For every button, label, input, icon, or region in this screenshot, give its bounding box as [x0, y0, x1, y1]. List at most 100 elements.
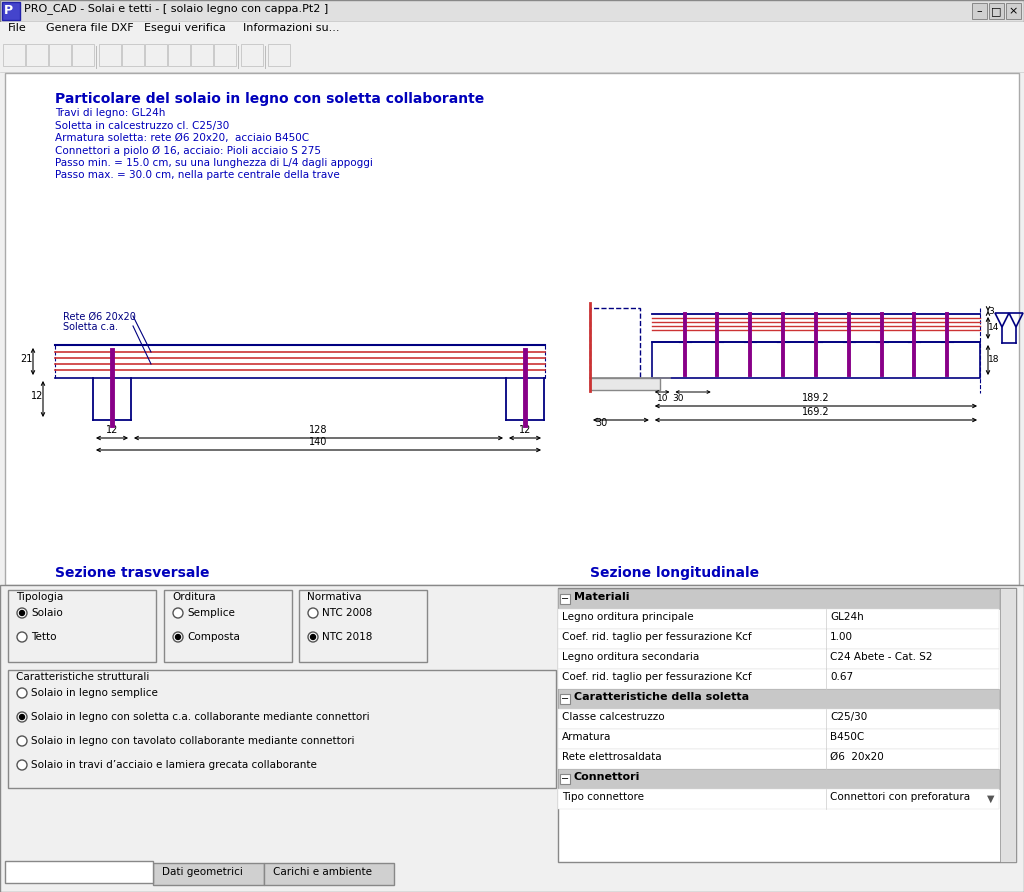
Text: 30: 30	[672, 394, 683, 403]
Text: −: −	[561, 694, 569, 704]
Text: Sezione trasversale: Sezione trasversale	[55, 566, 210, 580]
Bar	[560, 694, 570, 704]
Circle shape	[173, 632, 183, 642]
Text: 21: 21	[20, 353, 33, 364]
Text: Passo max. = 30.0 cm, nella parte centrale della trave: Passo max. = 30.0 cm, nella parte centra…	[55, 170, 340, 180]
Text: −: −	[561, 594, 569, 604]
Text: Semplice: Semplice	[187, 608, 234, 618]
Circle shape	[19, 610, 25, 615]
Circle shape	[19, 714, 25, 720]
Text: File: File	[8, 23, 27, 33]
Bar	[153, 863, 264, 885]
Text: 169.2: 169.2	[802, 407, 829, 417]
Bar	[5, 73, 1019, 585]
Bar	[164, 590, 292, 662]
Text: 1.00: 1.00	[830, 632, 853, 642]
Text: 140: 140	[309, 437, 328, 447]
Bar	[0, 0, 1024, 22]
Text: Coef. rid. taglio per fessurazione Kcf: Coef. rid. taglio per fessurazione Kcf	[562, 672, 752, 682]
Text: Tipologia costruttiva: Tipologia costruttiva	[14, 865, 137, 875]
Text: 3: 3	[988, 307, 993, 316]
Text: Classe calcestruzzo: Classe calcestruzzo	[562, 712, 665, 722]
Circle shape	[173, 608, 183, 618]
Text: Connettori: Connettori	[574, 772, 640, 782]
Bar	[558, 729, 999, 749]
Text: 14: 14	[988, 324, 999, 333]
Text: Travi di legno: GL24h: Travi di legno: GL24h	[55, 108, 165, 118]
Text: Ø6  20x20: Ø6 20x20	[830, 752, 884, 762]
Bar	[0, 22, 1024, 42]
Bar	[2, 2, 20, 20]
Circle shape	[308, 608, 318, 618]
Bar	[1006, 3, 1021, 19]
Bar	[558, 629, 999, 649]
Bar	[72, 44, 94, 66]
Text: −: −	[561, 774, 569, 784]
Bar	[558, 589, 999, 609]
Text: P: P	[4, 4, 13, 17]
Text: 30: 30	[595, 418, 607, 428]
Text: Connettori con preforatura: Connettori con preforatura	[830, 792, 970, 802]
Bar	[560, 594, 570, 604]
Text: ▼: ▼	[987, 794, 994, 804]
Circle shape	[17, 760, 27, 770]
Bar	[972, 3, 987, 19]
Bar	[558, 789, 999, 809]
Bar	[168, 44, 190, 66]
Bar	[1000, 588, 1016, 862]
Bar	[590, 308, 640, 386]
Text: Rete elettrosaldata: Rete elettrosaldata	[562, 752, 662, 762]
Bar	[558, 689, 999, 709]
Text: □: □	[991, 6, 1001, 16]
Text: Normativa: Normativa	[307, 592, 361, 602]
Text: Carichi e ambiente: Carichi e ambiente	[273, 867, 372, 877]
Text: Dati geometrici: Dati geometrici	[162, 867, 243, 877]
Bar	[26, 44, 48, 66]
Text: Sezione longitudinale: Sezione longitudinale	[590, 566, 759, 580]
Text: Particolare del solaio in legno con soletta collaborante: Particolare del solaio in legno con sole…	[55, 92, 484, 106]
Bar	[145, 44, 167, 66]
Text: 12: 12	[519, 425, 531, 435]
Bar	[49, 44, 71, 66]
Text: NTC 2008: NTC 2008	[322, 608, 373, 618]
Text: Legno orditura principale: Legno orditura principale	[562, 612, 693, 622]
Text: GL24h: GL24h	[830, 612, 864, 622]
Bar	[0, 42, 1024, 72]
Circle shape	[175, 634, 180, 640]
Text: Coef. rid. taglio per fessurazione Kcf: Coef. rid. taglio per fessurazione Kcf	[562, 632, 752, 642]
Text: Tipologia: Tipologia	[16, 592, 63, 602]
Bar	[558, 669, 999, 689]
Text: Solaio in travi d’acciaio e lamiera grecata collaborante: Solaio in travi d’acciaio e lamiera grec…	[31, 760, 316, 770]
Text: Materiali: Materiali	[574, 592, 630, 602]
Text: Genera file DXF: Genera file DXF	[46, 23, 133, 33]
Circle shape	[308, 632, 318, 642]
Circle shape	[310, 634, 315, 640]
Text: Connettori a piolo Ø 16, acciaio: Pioli acciaio S 275: Connettori a piolo Ø 16, acciaio: Pioli …	[55, 145, 321, 156]
Text: ▼: ▼	[1005, 848, 1012, 858]
Circle shape	[17, 632, 27, 642]
Text: Informazioni su...: Informazioni su...	[243, 23, 340, 33]
Bar	[8, 670, 556, 788]
Text: Tipo connettore: Tipo connettore	[562, 792, 644, 802]
Bar	[3, 44, 25, 66]
Text: 12: 12	[105, 425, 118, 435]
Bar	[558, 649, 999, 669]
Bar	[214, 44, 236, 66]
Bar	[299, 590, 427, 662]
Text: Armatura: Armatura	[562, 732, 611, 742]
Bar	[989, 3, 1004, 19]
Bar	[241, 44, 263, 66]
Text: 18: 18	[988, 356, 999, 365]
Text: –: –	[976, 6, 982, 16]
Text: Caratteristiche della soletta: Caratteristiche della soletta	[574, 692, 750, 702]
Text: 189.2: 189.2	[802, 393, 829, 403]
Text: PRO_CAD - Solai e tetti - [ solaio legno con cappa.Pt2 ]: PRO_CAD - Solai e tetti - [ solaio legno…	[24, 3, 329, 14]
Text: 10: 10	[656, 394, 669, 403]
Bar	[590, 378, 660, 390]
Text: Solaio in legno semplice: Solaio in legno semplice	[31, 688, 158, 698]
Circle shape	[17, 736, 27, 746]
Bar	[264, 863, 393, 885]
Bar	[558, 769, 999, 789]
Text: 0.67: 0.67	[830, 672, 853, 682]
Bar	[5, 861, 154, 883]
